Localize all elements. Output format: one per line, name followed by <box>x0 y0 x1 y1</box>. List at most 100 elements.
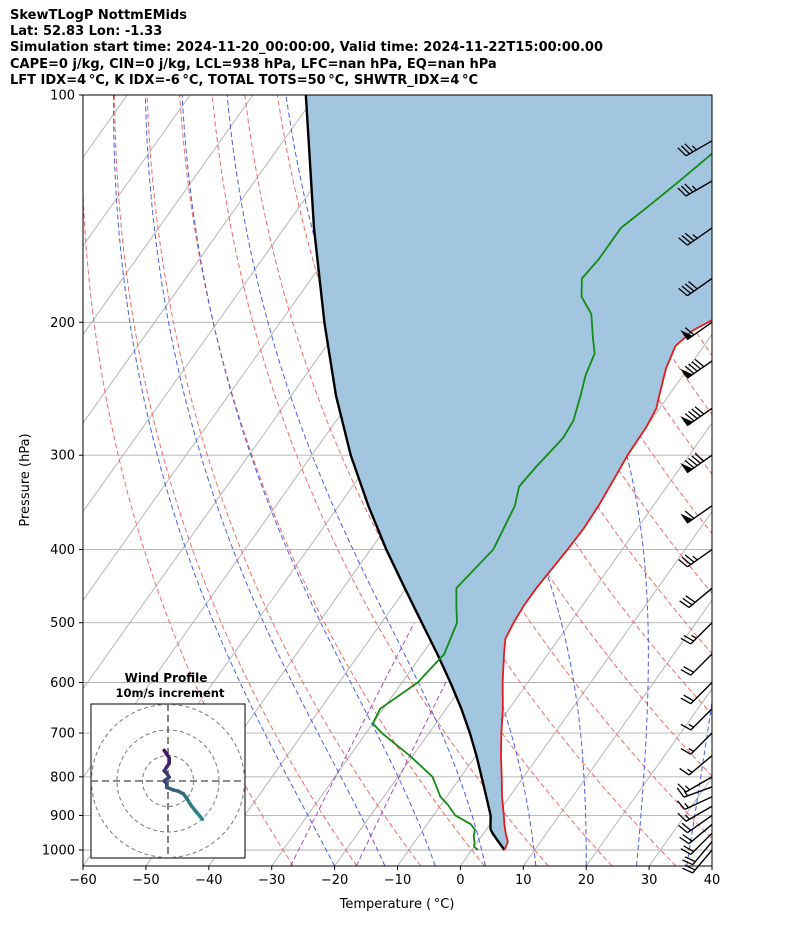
isotherm-line <box>585 688 712 866</box>
barb-half <box>688 723 694 728</box>
barb-full <box>680 668 692 676</box>
barb-full <box>684 413 695 422</box>
barb-staff <box>690 732 713 755</box>
barb-full <box>684 510 695 519</box>
wind-barb <box>679 587 713 608</box>
hodograph-inset: Wind Profile 10m/s increment <box>90 671 246 859</box>
barb-full <box>681 822 692 831</box>
wind-barb <box>680 321 713 341</box>
barb-full <box>680 848 692 855</box>
barb-full <box>688 457 698 467</box>
barb-staff <box>687 814 713 834</box>
barb-full <box>680 748 692 755</box>
isotherm-line <box>83 95 254 336</box>
barb-half <box>691 145 697 151</box>
barb-full <box>679 767 690 776</box>
y-tick-label: 100 <box>50 89 75 104</box>
x-tick-label: −40 <box>195 873 222 888</box>
wind-barb <box>680 406 713 427</box>
barb-full <box>684 283 695 292</box>
isotherm-line <box>83 95 380 513</box>
y-tick-label: 400 <box>50 543 75 558</box>
stability-indices-2: LFT IDX=4 °C, K IDX=-6 °C, TOTAL TOTS=50… <box>10 72 478 88</box>
barb-full <box>681 235 692 244</box>
wind-barb <box>679 823 713 845</box>
barb-staff <box>688 587 713 608</box>
x-tick-label: 40 <box>704 873 721 888</box>
x-tick-label: −20 <box>321 873 348 888</box>
barb-full <box>677 147 687 157</box>
barb-staff <box>684 796 713 811</box>
barb-full <box>680 637 692 645</box>
barb-flag <box>680 368 694 379</box>
x-tick-label: −10 <box>384 873 411 888</box>
barb-staff <box>692 849 713 874</box>
y-tick-label: 500 <box>50 616 75 631</box>
parcel-profile <box>304 95 506 851</box>
dry-adiabat <box>276 95 677 866</box>
y-tick-label: 1000 <box>42 844 75 859</box>
barb-full <box>688 363 698 372</box>
y-axis-label: Pressure (hPa) <box>18 433 33 526</box>
chart-title: SkewTLogP NottmEMids <box>10 8 188 23</box>
wind-barb <box>677 805 713 822</box>
barb-full <box>679 600 690 608</box>
x-tick-label: 30 <box>641 873 658 888</box>
stability-indices-1: CAPE=0 j/kg, CIN=0 j/kg, LCL=938 hPa, LF… <box>10 56 497 72</box>
hodograph-subtitle: 10m/s increment <box>116 686 225 700</box>
x-tick-label: −30 <box>258 873 285 888</box>
barb-full <box>678 287 688 297</box>
dry-adiabat <box>700 95 712 117</box>
barb-staff <box>685 805 713 822</box>
barb-half <box>691 185 697 191</box>
isotherm-line <box>711 865 712 866</box>
wind-barb <box>682 849 713 874</box>
barb-half <box>683 790 689 797</box>
barb-full <box>684 365 695 375</box>
barb-staff <box>690 832 713 855</box>
x-axis-label: Temperature ( °C) <box>339 897 455 912</box>
wind-barb <box>678 548 713 568</box>
barb-full <box>680 185 690 195</box>
barb-full <box>694 358 705 368</box>
barb-staff <box>685 180 713 197</box>
isotherm-line <box>460 510 712 866</box>
barb-full <box>681 556 692 565</box>
station-location: Lat: 52.83 Lon: -1.33 <box>10 24 163 40</box>
dry-adiabat <box>179 95 485 866</box>
barb-full <box>682 867 693 874</box>
barb-staff <box>683 786 713 798</box>
barb-full <box>684 327 695 336</box>
x-tick-label: −50 <box>132 873 159 888</box>
wind-barb <box>682 841 713 866</box>
wind-barb <box>676 786 713 798</box>
barb-staff <box>692 841 713 866</box>
moist-adiabat <box>144 95 386 866</box>
barb-full <box>680 145 690 155</box>
y-tick-label: 300 <box>50 449 75 464</box>
barb-full <box>684 856 696 863</box>
barb-half <box>684 814 690 820</box>
barb-full <box>694 406 705 415</box>
hodograph-trace-segment <box>162 748 169 756</box>
barb-half <box>691 634 697 639</box>
wind-barb <box>680 708 713 731</box>
dry-adiabat <box>113 95 358 866</box>
dewpoint-profile <box>371 152 712 851</box>
simulation-times: Simulation start time: 2024-11-20_00:00:… <box>10 40 603 56</box>
barb-half <box>692 555 698 561</box>
barb-staff <box>688 823 713 845</box>
barb-full <box>681 285 692 294</box>
barb-staff <box>690 653 713 676</box>
wind-barb <box>679 755 713 776</box>
barb-full <box>680 723 692 731</box>
barb-flag <box>680 330 694 341</box>
barb-full <box>677 187 687 197</box>
barb-full <box>684 143 694 153</box>
barb-staff <box>690 682 713 705</box>
dry-adiabat <box>83 181 294 866</box>
barb-full <box>677 783 687 793</box>
barb-full <box>682 597 693 606</box>
barb-half <box>684 785 690 791</box>
barb-full <box>677 812 687 822</box>
